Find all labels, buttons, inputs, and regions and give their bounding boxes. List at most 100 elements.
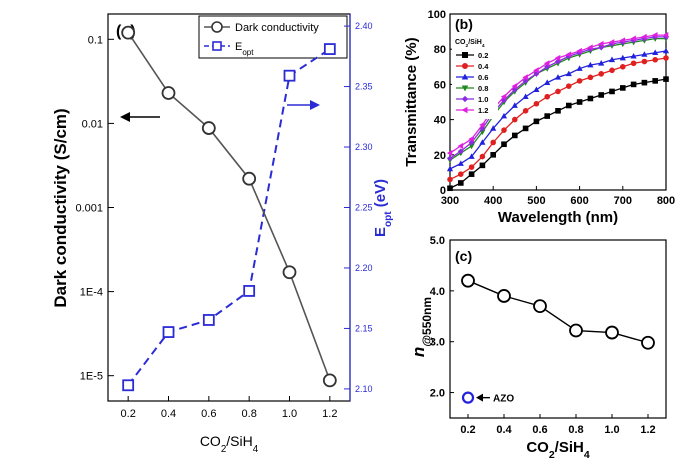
transmittance-point-0.6 xyxy=(468,153,475,159)
transmittance-point-1.2 xyxy=(468,135,474,143)
eopt-point xyxy=(162,326,175,338)
right-y-tick-label: 2.10 xyxy=(355,384,373,394)
transmittance-point-0.4 xyxy=(457,171,464,177)
refractive-index-point xyxy=(461,273,475,288)
x-tick-label: 0.8 xyxy=(568,424,583,436)
transmittance-point-0.2 xyxy=(663,76,669,82)
transmittance-point-1.0 xyxy=(457,148,464,155)
x-tick-label: 0.2 xyxy=(460,424,475,436)
azo-point xyxy=(461,391,475,404)
transmittance-point-0.6 xyxy=(598,60,605,66)
refractive-index-point xyxy=(641,335,655,350)
transmittance-point-0.2 xyxy=(598,92,604,98)
panel-c-y-axis-label: n@550nm xyxy=(409,297,434,357)
y-tick-label: 3.0 xyxy=(430,337,445,349)
transmittance-point-0.2 xyxy=(447,185,453,192)
eopt-point xyxy=(122,379,135,392)
transmittance-point-1.2 xyxy=(479,121,485,128)
panel-c-marks: 0.2 0.4 0.6 0.8 1.0 1.2 2.0 3.0 4.0 5.0 AZO xyxy=(430,235,656,436)
panel-c-x-axis-label: CO2/SiH4 xyxy=(526,439,590,461)
legend-marker-1.0 xyxy=(461,95,469,103)
transmittance-point-0.4 xyxy=(576,78,583,84)
dark-conductivity-point xyxy=(242,171,257,186)
x-tick-label: 1.2 xyxy=(640,424,655,436)
panel-a: (a) Dark conductivity (S/cm) CO2/SiH4 Eo… xyxy=(51,13,394,455)
transmittance-point-0.6 xyxy=(544,79,551,85)
transmittance-point-0.4 xyxy=(652,56,658,63)
transmittance-point-0.2 xyxy=(512,132,518,139)
transmittance-point-1.2 xyxy=(619,37,626,44)
panel-a-x-axis-label: CO2/SiH4 xyxy=(200,433,259,455)
left-y-tick-label: 1E-5 xyxy=(80,371,103,383)
dark-conductivity-point xyxy=(322,373,337,388)
transmittance-point-0.4 xyxy=(511,116,518,123)
x-tick-label: 1.2 xyxy=(322,408,337,420)
x-tick-label: 1.0 xyxy=(604,424,619,436)
transmittance-point-1.2 xyxy=(533,67,539,74)
y-tick-label: 40 xyxy=(434,115,446,127)
transmittance-point-0.6 xyxy=(630,53,637,59)
x-tick-label: 600 xyxy=(570,195,588,207)
transmittance-point-0.6 xyxy=(511,102,518,108)
left-y-tick-label: 0.1 xyxy=(88,34,103,46)
transmittance-point-0.2 xyxy=(501,141,507,148)
transmittance-point-1.2 xyxy=(554,54,561,62)
legend-label-0.8: 0.8 xyxy=(478,84,488,93)
y-tick-label: 20 xyxy=(434,150,446,162)
y-tick-label: 5.0 xyxy=(430,235,445,247)
panel-a-legend: Dark conductivity Eopt xyxy=(198,15,348,59)
transmittance-point-0.4 xyxy=(630,60,637,67)
refractive-index-point xyxy=(497,289,511,303)
transmittance-point-0.2 xyxy=(522,125,529,132)
transmittance-point-1.2 xyxy=(500,93,507,100)
transmittance-point-0.6 xyxy=(662,47,670,54)
transmittance-point-0.6 xyxy=(641,51,648,57)
transmittance-point-1.2 xyxy=(597,40,604,47)
legend-label-0.4: 0.4 xyxy=(478,62,489,71)
x-tick-label: 300 xyxy=(441,195,459,207)
legend-marker-0.8 xyxy=(461,85,469,92)
transmittance-point-0.6 xyxy=(587,61,594,68)
transmittance-point-0.6 xyxy=(457,160,464,166)
transmittance-point-0.4 xyxy=(598,71,604,77)
transmittance-point-0.6 xyxy=(619,54,626,61)
right-y-tick-label: 2.40 xyxy=(355,21,373,31)
legend-marker-0.2 xyxy=(461,52,468,59)
transmittance-point-0.6 xyxy=(554,74,562,80)
transmittance-point-1.2 xyxy=(608,39,615,46)
transmittance-point-0.6 xyxy=(500,112,508,119)
legend-label-0.2: 0.2 xyxy=(478,51,488,60)
transmittance-point-0.2 xyxy=(566,102,572,109)
panel-b-y-axis-label: Transmittance (%) xyxy=(403,37,420,166)
x-tick-label: 700 xyxy=(614,195,632,207)
panel-a-frame xyxy=(107,13,351,402)
panel-b-label: (b) xyxy=(455,16,473,32)
transmittance-point-0.6 xyxy=(479,139,486,145)
transmittance-point-0.2 xyxy=(609,88,615,95)
panel-b-x-axis-label: Wavelength (nm) xyxy=(498,209,618,226)
transmittance-point-1.2 xyxy=(522,74,528,81)
right-y-tick-label: 2.35 xyxy=(355,82,373,92)
transmittance-point-0.6 xyxy=(565,70,572,77)
panel-c: (c) n@550nm CO2/SiH4 0.2 0.4 0.6 0.8 1.0 1.2 2… xyxy=(409,235,667,461)
transmittance-point-0.6 xyxy=(490,125,497,131)
transmittance-point-0.4 xyxy=(619,64,626,70)
transmittance-point-0.4 xyxy=(609,67,615,74)
transmittance-point-0.2 xyxy=(490,151,496,158)
transmittance-point-0.2 xyxy=(457,180,464,186)
eopt-point xyxy=(243,285,256,297)
refractive-index-point xyxy=(605,325,619,340)
transmittance-point-0.2 xyxy=(620,85,626,91)
dark-conductivity-point xyxy=(201,121,216,135)
y-tick-label: 100 xyxy=(428,9,446,21)
legend-marker-0.6 xyxy=(461,73,469,80)
transmittance-point-0.4 xyxy=(468,164,475,170)
eopt-line xyxy=(127,48,331,386)
transmittance-point-0.6 xyxy=(446,165,454,172)
transmittance-point-1.0 xyxy=(447,155,453,162)
panel-b-legend: CO2/SiH4 0.2 0.4 0.6 0.8 1.0 1.2 xyxy=(452,34,498,119)
right-y-tick-label: 2.25 xyxy=(355,203,373,213)
transmittance-point-1.2 xyxy=(543,60,550,67)
transmittance-point-0.4 xyxy=(533,100,540,107)
transmittance-point-0.4 xyxy=(490,139,497,146)
